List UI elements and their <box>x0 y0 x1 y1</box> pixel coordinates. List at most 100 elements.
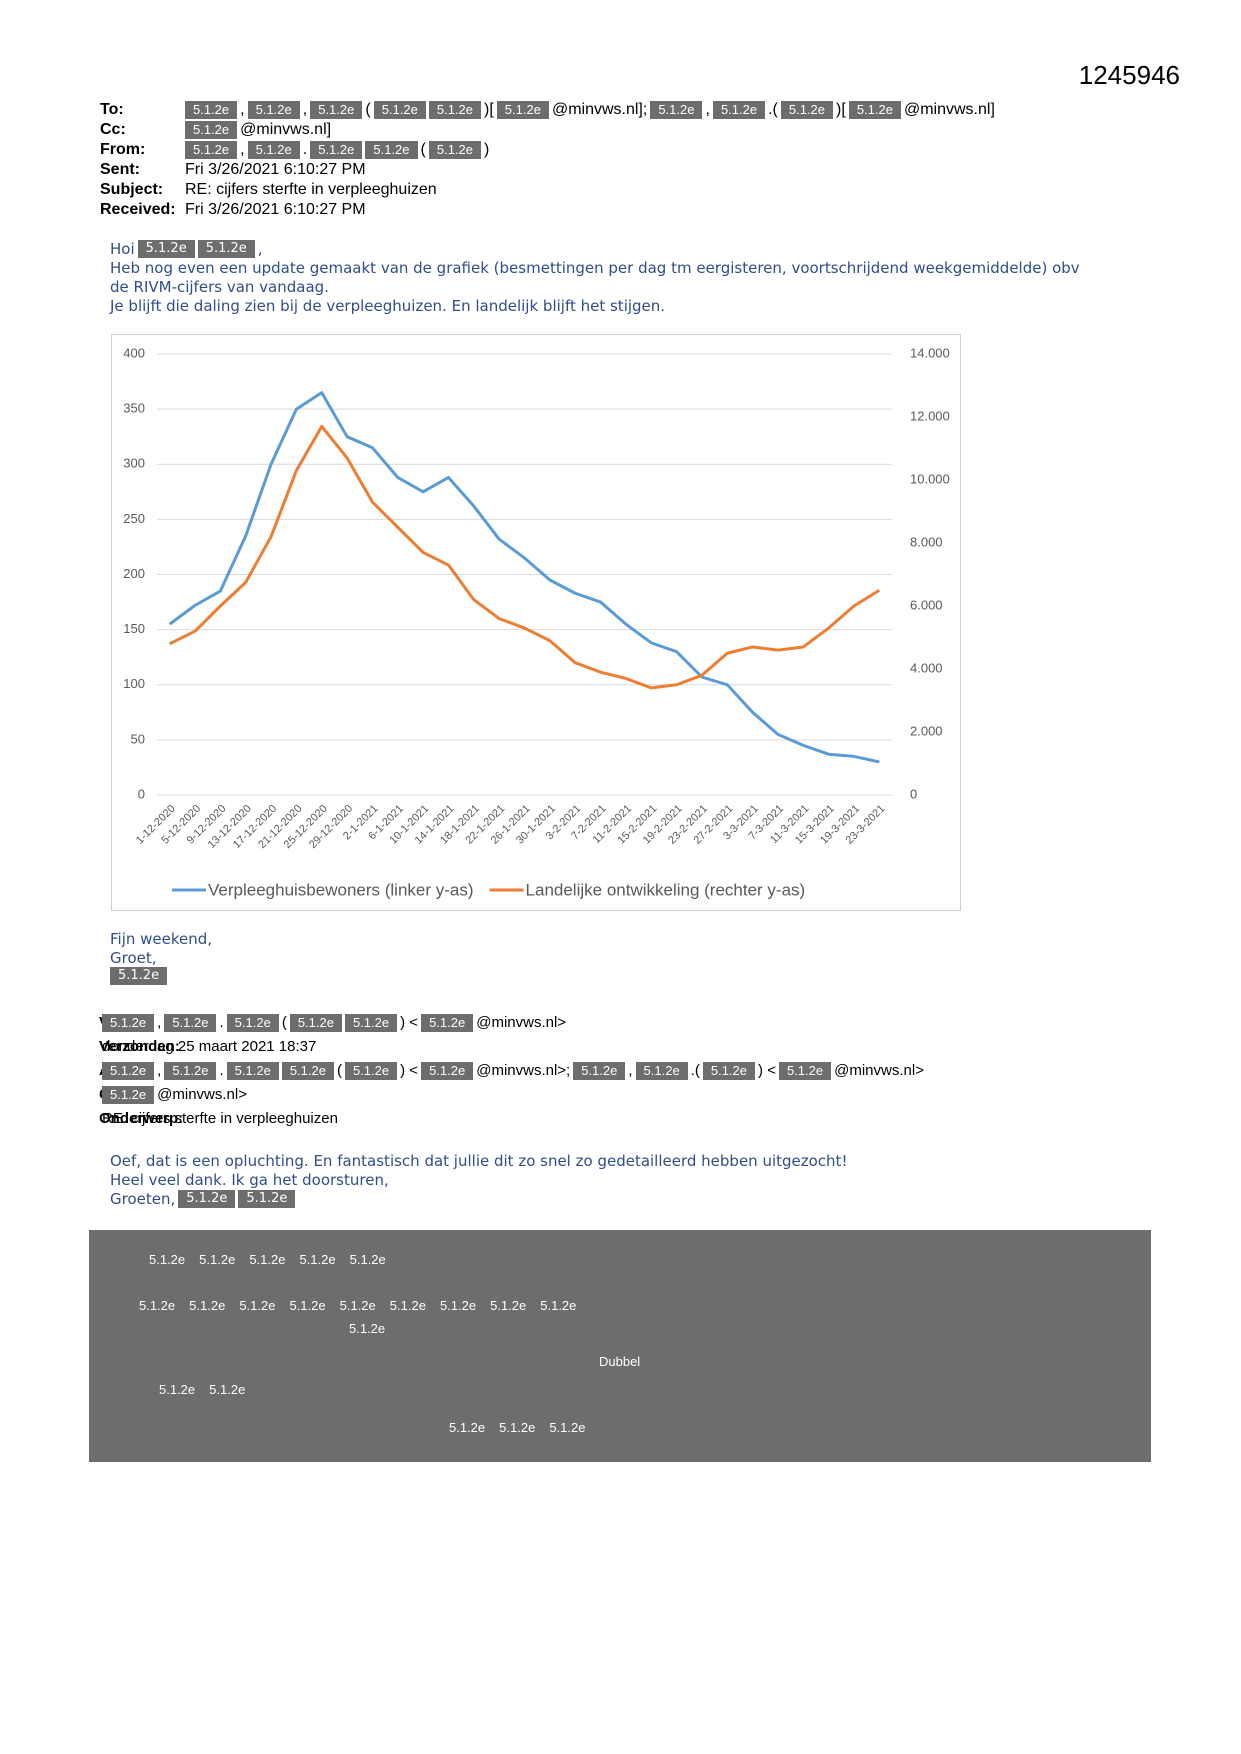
redacted-text: 5.1.2e <box>149 1252 186 1267</box>
redaction: 5.1.2e <box>635 1062 688 1080</box>
body-line: Groeten, 5.1.2e 5.1.2e <box>110 1189 296 1209</box>
redaction: 5.1.2e <box>573 1062 626 1080</box>
redaction: 5.1.2e <box>310 101 363 119</box>
redacted-text: 5.1.2e <box>159 1382 196 1397</box>
header-label: Subject: <box>100 181 164 198</box>
header-label: Cc: <box>100 121 126 138</box>
body-line: de RIVM-cijfers van vandaag. <box>110 277 329 297</box>
body-line: 5.1.2e <box>110 967 168 985</box>
redacted-line: 5.1.2e <box>349 1319 385 1339</box>
redaction: 5.1.2e <box>310 141 363 159</box>
redaction: 5.1.2e <box>289 1014 342 1032</box>
text: ) < <box>400 1014 419 1031</box>
redacted-text: 5.1.2e <box>349 1321 386 1336</box>
header-line: Verzonden: donderdag 25 maart 2021 18:37 <box>99 1038 317 1055</box>
redacted-text: Dubbel <box>599 1354 641 1369</box>
redaction: 5.1.2e <box>428 141 482 159</box>
text: @minvws.nl] <box>903 101 995 118</box>
header-label: From: <box>100 141 146 158</box>
redaction: 5.1.2e <box>226 1014 279 1032</box>
redaction: 5.1.2e <box>110 967 168 985</box>
redacted-block: 5.1.2e 5.1.2e 5.1.2e 5.1.2e 5.1.2e 5.1.2e 5.1.… <box>89 1230 1151 1462</box>
header-line: Aan:5.1.2e,5.1.2e.5.1.2e5.1.2e(5.1.2e) <… <box>99 1061 924 1081</box>
text: Groeten, <box>110 1190 176 1208</box>
redaction: 5.1.2e <box>428 101 482 119</box>
text: ( <box>336 1062 342 1079</box>
header-label: Received: <box>100 201 176 218</box>
text: Fri 3/26/2021 6:10:27 PM <box>185 161 366 178</box>
text: @minvws.nl> <box>157 1086 247 1103</box>
redacted-text: 5.1.2e <box>249 1252 286 1267</box>
legend-label: Verpleeghuisbewoners (linker y-as) <box>208 880 474 899</box>
redacted-text: 5.1.2e <box>549 1420 586 1435</box>
y2-tick-label: 4.000 <box>910 660 943 675</box>
y-tick-label: 50 <box>131 731 145 746</box>
text: de RIVM-cijfers van vandaag. <box>110 278 329 296</box>
redacted-line: 5.1.2e 5.1.2e 5.1.2e 5.1.2e 5.1.2e <box>149 1250 386 1270</box>
header-label: Sent: <box>100 161 140 178</box>
redaction: 5.1.2e <box>226 1062 279 1080</box>
text: @minvws.nl> <box>834 1062 924 1079</box>
body-line: Oef, dat is een opluchting. En fantastis… <box>110 1151 847 1171</box>
redaction: 5.1.2e <box>344 1014 398 1032</box>
text: . <box>219 1014 224 1031</box>
redaction: 5.1.2e <box>185 101 238 119</box>
text: , <box>157 1014 162 1031</box>
redaction: 5.1.2e <box>365 141 418 159</box>
redacted-text: 5.1.2e <box>499 1420 536 1435</box>
y2-tick-label: 2.000 <box>910 723 943 738</box>
redacted-text: 5.1.2e <box>199 1252 236 1267</box>
redacted-line: 5.1.2e 5.1.2e 5.1.2e 5.1.2e 5.1.2e 5.1.2e 5.1.… <box>139 1296 576 1316</box>
redacted-text: 5.1.2e <box>540 1298 577 1313</box>
redacted-text: 5.1.2e <box>139 1298 176 1313</box>
text: ) <box>484 141 490 158</box>
header-line: Subject: RE: cijfers sterfte in verpleegh… <box>100 180 437 200</box>
redaction: 5.1.2e <box>247 101 300 119</box>
y-tick-label: 0 <box>138 786 145 801</box>
series-line <box>169 424 881 690</box>
text: Heel veel dank. Ik ga het doorsturen, <box>110 1171 389 1189</box>
redacted-text: 5.1.2e <box>389 1298 426 1313</box>
header-line: From: 5.1.2e, 5.1.2e. 5.1.2e 5.1.2e(5.1.2e) <box>100 140 489 160</box>
redacted-line: 5.1.2e 5.1.2e 5.1.2e <box>449 1418 585 1438</box>
text: Je blijft die daling zien bij de verplee… <box>110 297 666 315</box>
body-line: Je blijft die daling zien bij de verplee… <box>110 296 665 316</box>
body-line: Hoi 5.1.2e 5.1.2e, <box>110 239 263 259</box>
redaction: 5.1.2e <box>185 121 238 139</box>
redacted-text: 5.1.2e <box>209 1382 246 1397</box>
redaction: 5.1.2e <box>421 1014 474 1032</box>
text: Oef, dat is een opluchting. En fantastis… <box>110 1152 848 1170</box>
text: @minvws.nl> <box>476 1014 567 1031</box>
header-line: To: 5.1.2e, 5.1.2e, 5.1.2e(5.1.2e 5.1.2e)[5.… <box>100 100 995 120</box>
redacted-text: 5.1.2e <box>239 1298 276 1313</box>
y2-tick-label: 0 <box>910 786 917 801</box>
text: @minvws.nl] <box>240 121 332 138</box>
text: @minvws.nl>; <box>476 1062 571 1079</box>
text: , <box>240 141 245 158</box>
y-tick-label: 200 <box>123 566 145 581</box>
body-line: Heel veel dank. Ik ga het doorsturen, <box>110 1170 389 1190</box>
redaction: 5.1.2e <box>164 1014 217 1032</box>
redaction: 5.1.2e <box>780 101 834 119</box>
header-line: Sent: Fri 3/26/2021 6:10:27 PM <box>100 160 366 180</box>
text: , <box>628 1062 633 1079</box>
text: , <box>240 101 245 118</box>
text: Hoi <box>110 240 135 258</box>
text: RE: cijfers sterfte in verpleeghuizen <box>102 1110 338 1127</box>
y-tick-label: 350 <box>123 401 145 416</box>
redaction: 5.1.2e <box>496 101 549 119</box>
text: ( <box>281 1014 287 1031</box>
header-line: Onderwerp: RE: cijfers sterfte in verplee… <box>99 1110 338 1127</box>
y-tick-label: 150 <box>123 621 145 636</box>
redaction: 5.1.2e <box>102 1062 155 1080</box>
text: Heb nog even een update gemaakt van de g… <box>110 259 1080 277</box>
text: , <box>705 101 710 118</box>
header-line: Received: Fri 3/26/2021 6:10:27 PM <box>100 200 366 220</box>
header-label: To: <box>100 101 124 118</box>
redacted-text: 5.1.2e <box>299 1252 336 1267</box>
redacted-text: 5.1.2e <box>490 1298 527 1313</box>
redaction: 5.1.2e <box>373 101 426 119</box>
y2-tick-label: 12.000 <box>910 408 950 423</box>
text: ) < <box>400 1062 419 1079</box>
